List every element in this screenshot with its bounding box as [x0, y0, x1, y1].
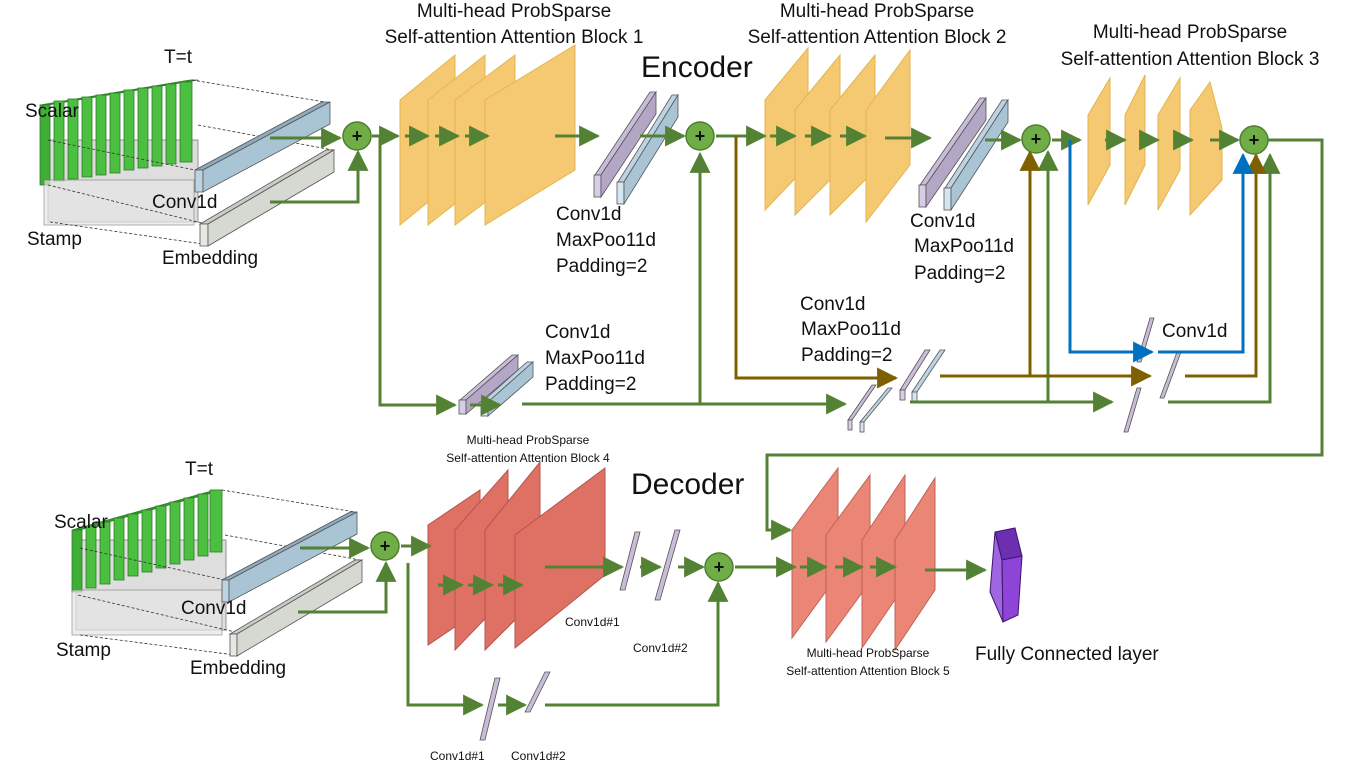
- distill-mid-pool: MaxPoo11d: [801, 319, 901, 340]
- block2-title-line2: Self-attention Attention Block 2: [748, 27, 1007, 48]
- svg-text:+: +: [695, 126, 706, 146]
- distill1-pad: Padding=2: [556, 256, 647, 277]
- distill-low-pad: Padding=2: [545, 374, 636, 395]
- svg-text:+: +: [1249, 130, 1260, 150]
- decoder-embedding-label: Embedding: [190, 658, 286, 679]
- distill-mid-pad: Padding=2: [801, 345, 892, 366]
- distill-conv-mid-pair: [847, 349, 946, 433]
- encoder-add-node-2: +: [685, 121, 715, 151]
- decoder-scalar-label: Scalar: [54, 512, 109, 533]
- decoder-green-connections: [298, 535, 988, 716]
- encoder-embedding-bar: [198, 149, 336, 247]
- decoder-masked-attention-block: [427, 460, 606, 652]
- distill-conv-low: [458, 354, 535, 417]
- encoder-brown-connections: [734, 136, 1267, 389]
- distill-low-conv: Conv1d: [545, 322, 611, 343]
- distill-low-pool: MaxPoo11d: [545, 348, 645, 369]
- decoder-add-node-2: +: [704, 552, 734, 582]
- decoder-conv-bottom2-label: Conv1d#2: [511, 749, 566, 763]
- encoder-embedding-label: Embedding: [162, 248, 258, 269]
- svg-text:+: +: [380, 536, 391, 556]
- distill1-pool: MaxPoo11d: [556, 230, 656, 251]
- encoder-scalar-slices: [39, 79, 199, 186]
- block1-title-line1: Multi-head ProbSparse: [417, 1, 611, 22]
- decoder-conv2-label: Conv1d#2: [633, 641, 688, 655]
- encoder-add-node-1: +: [342, 121, 372, 151]
- encoder-time-label: T=t: [164, 47, 193, 68]
- encoder-input-projection-lines: [47, 79, 334, 246]
- encoder-input-embedding: T=t Scalar Stamp Conv1d Embedding: [25, 47, 336, 269]
- decoder-time-label: T=t: [185, 459, 214, 480]
- block1-title-line2: Self-attention Attention Block 1: [385, 27, 644, 48]
- encoder-blue-connections: [1068, 140, 1254, 363]
- encoder-conv1d-label: Conv1d: [152, 192, 218, 213]
- encoder-scalar-label: Scalar: [25, 101, 80, 122]
- encoder-stamp-label: Stamp: [27, 229, 82, 250]
- conv-right-label: Conv1d: [1162, 321, 1228, 342]
- decoder-conv-bottom1-label: Conv1d#1: [430, 749, 485, 763]
- block4-title-line2: Self-attention Attention Block 4: [446, 451, 610, 465]
- distill-mid-conv: Conv1d: [800, 294, 866, 315]
- decoder-input-embedding: T=t Scalar Stamp Conv1d Embedding: [54, 459, 364, 679]
- decoder-stamp-label: Stamp: [56, 640, 111, 661]
- encoder-add-node-4: +: [1239, 125, 1269, 155]
- distill2-pool: MaxPoo11d: [914, 236, 1014, 257]
- svg-text:+: +: [714, 557, 725, 577]
- block3-title-line1: Multi-head ProbSparse: [1093, 22, 1287, 43]
- svg-text:+: +: [1031, 129, 1042, 149]
- block5-title-line1: Multi-head ProbSparse: [807, 646, 930, 660]
- block3-title-line2: Self-attention Attention Block 3: [1061, 49, 1320, 70]
- block4-title-line1: Multi-head ProbSparse: [467, 433, 590, 447]
- distill1-conv: Conv1d: [556, 204, 622, 225]
- attention-block-1: [399, 44, 576, 227]
- distill2-pad: Padding=2: [914, 263, 1005, 284]
- svg-text:+: +: [352, 126, 363, 146]
- attention-block-2: [764, 46, 911, 224]
- decoder-conv-slices: [479, 529, 681, 741]
- decoder-add-node-1: +: [370, 531, 400, 561]
- encoder-add-node-3: +: [1021, 124, 1051, 154]
- decoder-title: Decoder: [631, 468, 744, 501]
- encoder-green-connections: [270, 125, 1324, 541]
- attention-block-5: [791, 466, 936, 652]
- encoder-title: Encoder: [641, 51, 753, 84]
- block5-title-line2: Self-attention Attention Block 5: [786, 664, 950, 678]
- decoder-conv1-label: Conv1d#1: [565, 615, 620, 629]
- fc-label: Fully Connected layer: [975, 644, 1159, 665]
- encoder-conv1d-bar: [194, 101, 331, 193]
- distill2-conv: Conv1d: [910, 211, 976, 232]
- distill-conv-2: [918, 96, 1009, 212]
- block2-title-line1: Multi-head ProbSparse: [780, 1, 974, 22]
- decoder-conv1d-label: Conv1d: [181, 598, 247, 619]
- attention-block-3: [1087, 74, 1223, 217]
- fully-connected-layer: [989, 527, 1023, 623]
- distill-conv-1: [593, 90, 679, 206]
